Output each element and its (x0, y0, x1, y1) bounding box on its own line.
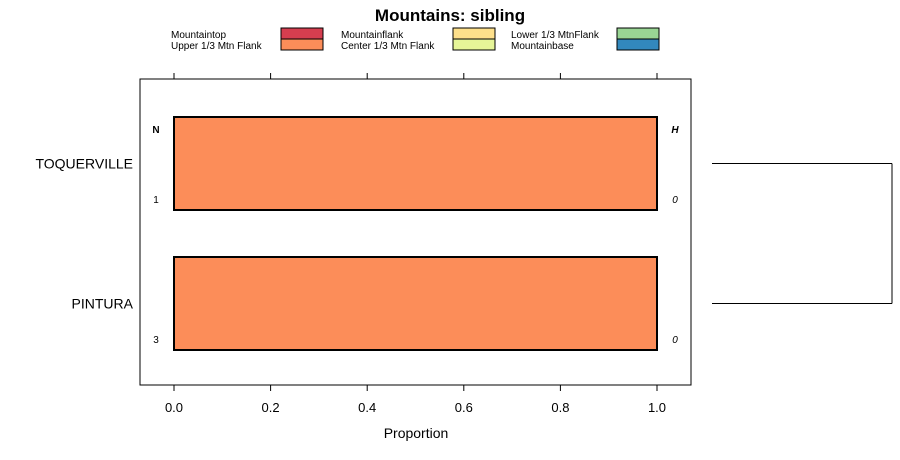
bar-pintura-upper-1-3-mtn-flank (174, 257, 657, 350)
n-value-pintura: 3 (153, 335, 159, 346)
bar-outline-pintura (173, 256, 658, 351)
legend-label-mountainflank: Mountainflank (341, 30, 404, 41)
bars (173, 116, 658, 351)
legend-label-mountaintop: Mountaintop (171, 30, 226, 41)
n-value-toquerville: 1 (153, 195, 159, 206)
legend-swatch-lower-1-3-mtnflank (616, 27, 660, 40)
legend-label-mountainbase: Mountainbase (511, 41, 574, 52)
h-value-pintura: 0 (672, 335, 678, 346)
x-tick-label-0-8: 0.8 (551, 400, 569, 415)
legend-swatch-mountainflank (452, 27, 496, 40)
category-label-toquerville: TOQUERVILLE (35, 156, 133, 172)
h-value-toquerville: 0 (672, 195, 678, 206)
legend-label-center-1-3-mtn-flank: Center 1/3 Mtn Flank (341, 41, 435, 52)
x-tick-label-0-0: 0.0 (165, 400, 183, 415)
legend-swatch-mountaintop (280, 27, 324, 40)
dendrogram (712, 163, 893, 304)
x-tick-label-0-6: 0.6 (455, 400, 473, 415)
legend-label-upper-1-3-mtn-flank: Upper 1/3 Mtn Flank (171, 41, 263, 52)
x-tick-label-0-2: 0.2 (262, 400, 280, 415)
chart-title: Mountains: sibling (375, 6, 525, 25)
x-tick-label-0-4: 0.4 (358, 400, 376, 415)
side-labels: N H 1 0 3 0 (152, 125, 679, 346)
bar-toquerville-upper-1-3-mtn-flank (174, 117, 657, 210)
legend: Mountaintop Mountainflank Lower 1/3 MtnFla… (171, 27, 660, 52)
bar-outline-toquerville (173, 116, 658, 211)
legend-label-lower-1-3-mtnflank: Lower 1/3 MtnFlank (511, 30, 600, 41)
category-labels: TOQUERVILLE PINTURA (35, 156, 133, 312)
x-axis: 0.0 0.2 0.4 0.6 0.8 1.0 (165, 73, 666, 415)
x-tick-label-1-0: 1.0 (648, 400, 666, 415)
plot-panel (139, 78, 692, 386)
legend-swatch-center-1-3-mtn-flank (452, 38, 496, 51)
category-label-pintura: PINTURA (72, 296, 134, 312)
h-header: H (671, 125, 679, 136)
legend-swatch-mountainbase (616, 38, 660, 51)
n-header: N (152, 125, 159, 136)
legend-swatch-upper-1-3-mtn-flank (280, 38, 324, 51)
x-axis-title: Proportion (384, 425, 449, 441)
